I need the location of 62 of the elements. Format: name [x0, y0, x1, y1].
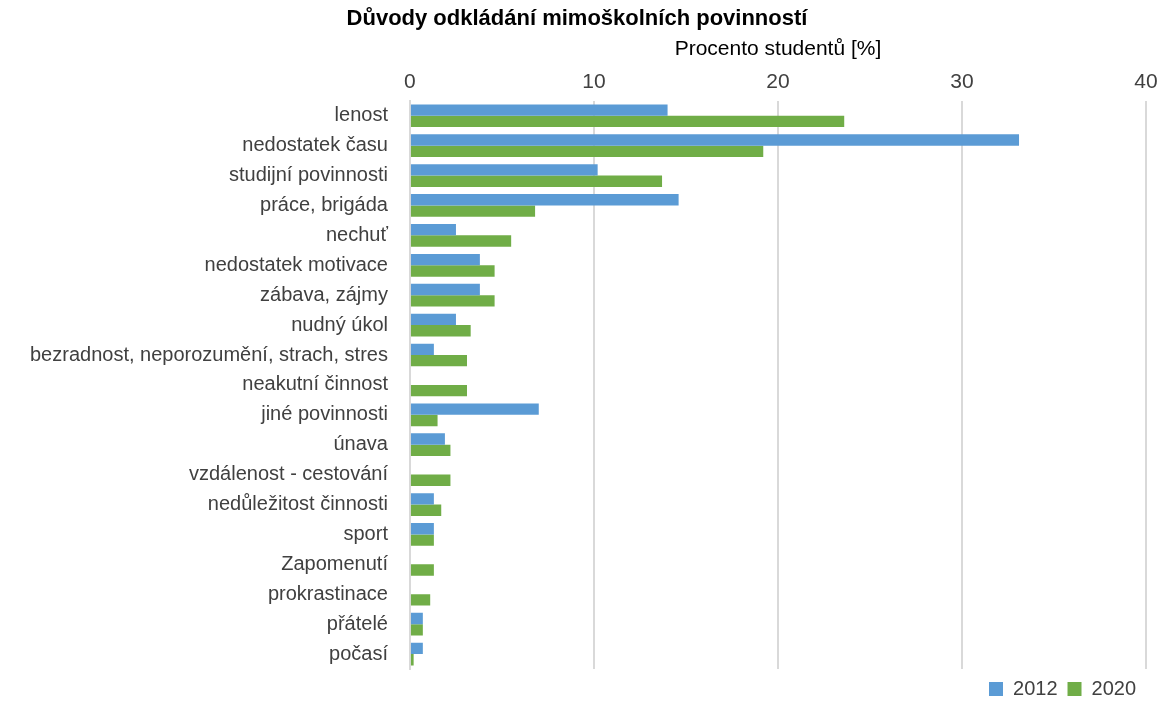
legend-label: 2012 [1013, 676, 1058, 699]
bar [410, 265, 495, 277]
y-tick-label: Zapomenutí [281, 551, 389, 574]
bar [410, 164, 598, 176]
y-tick-label: nedostatek času [242, 133, 388, 156]
y-tick-label: zábava, zájmy [260, 282, 388, 305]
bar [410, 474, 451, 486]
y-tick-label: sport [343, 521, 389, 544]
bar [410, 612, 423, 625]
y-tick-label: vzdálenost - cestování [188, 462, 389, 485]
x-tick-label: 40 [1134, 69, 1158, 92]
bar [410, 145, 764, 158]
x-axis-title: Procento studentů [%] [674, 35, 882, 59]
x-tick-label: 10 [582, 69, 606, 92]
y-tick-label: počasí [329, 641, 389, 664]
y-tick-label: nechuť [325, 222, 389, 245]
bar [410, 313, 456, 326]
y-tick-label: nudný úkol [291, 312, 388, 335]
bar [410, 295, 495, 307]
y-tick-label: studijní povinnosti [228, 163, 388, 186]
bar [410, 283, 480, 296]
bar [410, 433, 445, 445]
y-tick-label: prokrastinace [267, 581, 388, 604]
x-tick-label: 0 [404, 69, 416, 92]
bar [410, 414, 438, 427]
bar [410, 115, 845, 128]
bar [410, 624, 423, 636]
y-tick-label: bezradnost, neporozumění, strach, stres [29, 342, 388, 365]
y-tick-label: únava [333, 432, 389, 455]
bar [410, 253, 480, 266]
bar [410, 343, 434, 355]
bar [410, 235, 512, 247]
chart-title: Důvody odkládání mimoškolních povinností [346, 5, 809, 31]
bar [410, 403, 539, 415]
bar [410, 224, 456, 236]
bar [410, 175, 663, 187]
bar [410, 355, 467, 367]
bar [410, 654, 414, 666]
bar [410, 523, 434, 535]
bar [410, 384, 467, 397]
legend-label: 2020 [1091, 676, 1137, 699]
y-tick-label: práce, brigáda [260, 192, 389, 215]
bar [410, 325, 471, 337]
bar [410, 493, 434, 505]
y-tick-label: neakutní činnost [242, 372, 389, 395]
bar [410, 194, 679, 206]
bar [410, 564, 434, 576]
bar [410, 504, 442, 516]
bar [410, 104, 668, 116]
y-tick-label: jiné povinnosti [260, 402, 388, 425]
bar [410, 594, 431, 606]
bar [410, 444, 451, 457]
bar [410, 534, 434, 546]
y-tick-label: nedostatek motivace [204, 252, 388, 275]
bar [410, 134, 1020, 146]
y-tick-label: přátelé [326, 611, 388, 634]
bar [410, 642, 423, 655]
x-tick-label: 30 [950, 69, 974, 92]
y-tick-label: lenost [334, 103, 389, 126]
bar [410, 205, 536, 217]
x-tick-label: 20 [766, 69, 790, 92]
y-tick-label: nedůležitost činnosti [207, 492, 388, 515]
